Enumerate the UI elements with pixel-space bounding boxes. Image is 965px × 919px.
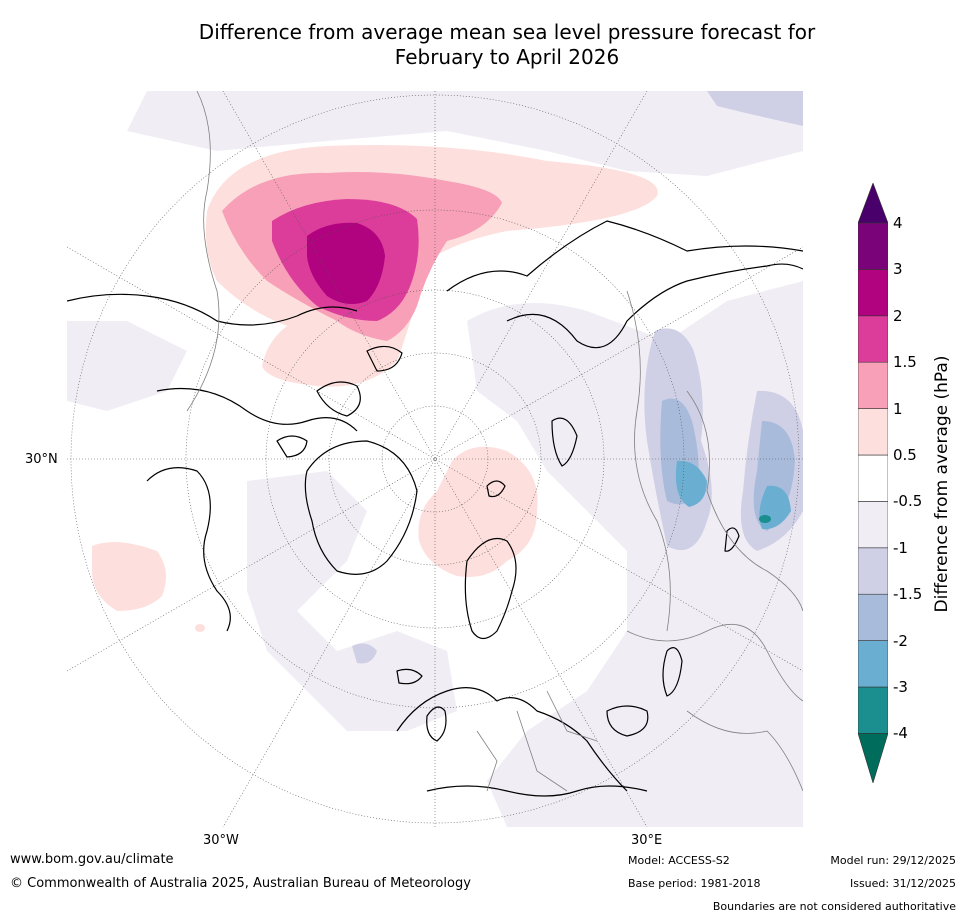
- colorbar: [858, 183, 888, 783]
- colorbar-tick-label: 0.5: [893, 446, 917, 464]
- colorbar-tick-label: -3: [893, 678, 908, 696]
- pacific-high-2: [307, 222, 385, 305]
- title-line-2: February to April 2026: [394, 45, 620, 69]
- colorbar-bin: [858, 454, 888, 502]
- atlantic-small-low: [352, 643, 377, 664]
- europe-coast: [396, 687, 628, 792]
- colorbar-title: Difference from average (hPa): [932, 355, 952, 613]
- atlantic-positive-anomaly: [92, 542, 166, 611]
- britain: [426, 706, 447, 742]
- colorbar-tick-label: -4: [893, 724, 908, 743]
- northeast-corner-low: [707, 91, 803, 126]
- lake-baikal: [724, 527, 740, 552]
- colorbar-over-arrow: [858, 183, 888, 224]
- colorbar-bin: [858, 593, 888, 641]
- mongolia-low-core: [759, 515, 771, 523]
- colorbar-bin: [858, 361, 888, 409]
- siberia-coast: [446, 220, 803, 292]
- colorbar-bin: [858, 640, 888, 688]
- title-line-1: Difference from average mean sea level p…: [198, 20, 816, 44]
- arctic-positive-anomaly: [418, 446, 538, 577]
- mediterranean: [426, 785, 648, 797]
- greenland: [304, 440, 418, 575]
- colorbar-bin: [858, 222, 888, 270]
- svalbard: [486, 480, 506, 498]
- colorbar-tick-label: 1.5: [893, 353, 917, 372]
- coastlines: [67, 220, 803, 797]
- canadian-islands: [276, 345, 403, 458]
- lon-30w-label: 30°W: [203, 833, 239, 848]
- weak-negative-areas: [67, 91, 803, 827]
- colorbar-tick-label: 2: [893, 306, 903, 325]
- asia-negative-anomalies: [644, 328, 803, 551]
- footer-issued: Issued: 31/12/2025: [849, 877, 956, 890]
- russia-arctic-coast: [506, 263, 803, 349]
- colorbar-bin: [858, 408, 888, 456]
- colorbar-bin: [858, 315, 888, 363]
- colorbar-tick-label: -0.5: [893, 492, 923, 511]
- hudson-bay: [146, 467, 231, 632]
- lon-30e-label: 30°E: [631, 833, 663, 848]
- footer-website: www.bom.gov.au/climate: [10, 852, 174, 867]
- canada-arctic: [156, 387, 358, 432]
- colorbar-tick-label: -2: [893, 631, 908, 650]
- footer-model-run: Model run: 29/12/2025: [830, 854, 956, 867]
- novaya-zemlya: [551, 417, 578, 467]
- footer-base-period: Base period: 1981-2018: [628, 877, 761, 890]
- footer-copyright: © Commonwealth of Australia 2025, Austra…: [10, 876, 471, 891]
- footer-disclaimer: Boundaries are not considered authoritat…: [712, 900, 956, 913]
- alaska-coast: [67, 293, 358, 326]
- lat-30n-label: 30°N: [25, 452, 58, 467]
- colorbar-bin: [858, 547, 888, 595]
- colorbar-bin: [858, 501, 888, 549]
- scandinavia: [464, 537, 517, 640]
- footer-model: Model: ACCESS-S2: [628, 854, 730, 867]
- country-boundaries: [186, 91, 803, 792]
- north-pacific-positive-anomaly: [205, 145, 658, 387]
- forecast-map: [67, 91, 803, 827]
- iceland: [396, 668, 423, 685]
- atlantic-small-positive: [195, 624, 205, 632]
- colorbar-bin: [858, 269, 888, 317]
- colorbar-tick-label: -1: [893, 538, 908, 557]
- colorbar-tick-label: -1.5: [893, 585, 923, 604]
- colorbar-tick-label: 1: [893, 399, 903, 418]
- central-asia-low-inner: [675, 460, 707, 507]
- colorbar-tick-label: 3: [893, 260, 903, 279]
- colorbar-bin: [858, 686, 888, 734]
- colorbar-under-arrow: [858, 733, 888, 783]
- colorbar-tick-label: 4: [893, 214, 903, 232]
- black-sea: [606, 705, 649, 737]
- map-title: Difference from average mean sea level p…: [0, 20, 965, 70]
- caspian-sea: [662, 647, 683, 697]
